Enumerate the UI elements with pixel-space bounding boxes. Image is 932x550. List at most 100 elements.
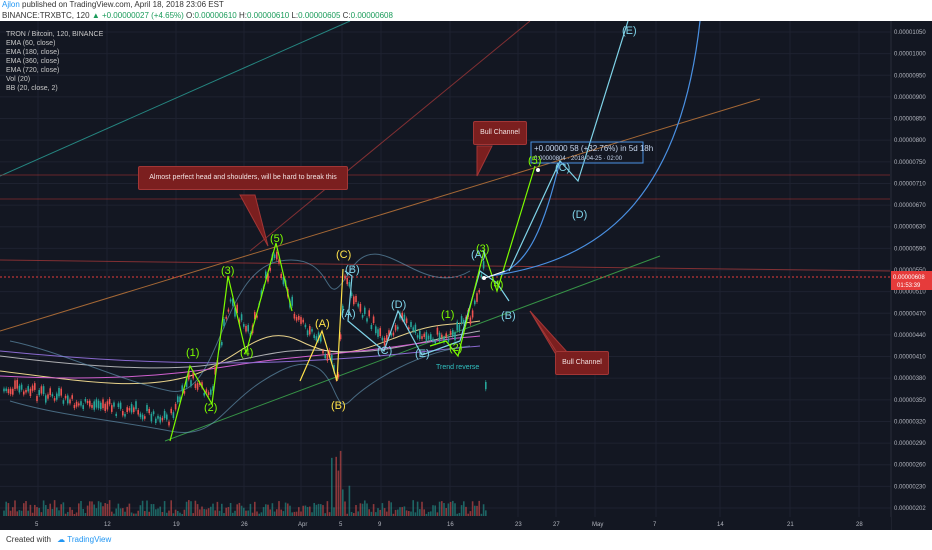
green-wave-label: (5): [528, 155, 541, 167]
candle-body: [27, 386, 29, 392]
legend-bb[interactable]: BB (20, close, 2): [6, 85, 58, 92]
volume-bar: [236, 504, 238, 516]
candle-body: [51, 394, 54, 397]
legend-ema-720[interactable]: EMA (720, close): [6, 67, 60, 74]
legend-vol[interactable]: Vol (20): [6, 76, 31, 83]
candle-body: [194, 383, 197, 388]
volume-bar: [240, 505, 243, 516]
volume-bar: [280, 509, 282, 516]
candle-body: [152, 411, 155, 415]
author-link[interactable]: Ajlon: [2, 0, 20, 9]
high-value: 0.00000610: [246, 11, 290, 20]
candle-body: [97, 400, 100, 409]
volume-bar: [287, 503, 289, 516]
tradingview-cloud-icon: ☁: [57, 535, 66, 544]
candle-body: [478, 290, 480, 293]
volume-bar: [199, 509, 201, 516]
cyan-wave-label: (B): [345, 264, 360, 276]
candle-body: [291, 296, 293, 306]
candle-body: [447, 338, 450, 342]
volume-bar: [163, 501, 166, 516]
candle-body: [328, 349, 331, 358]
candle-body: [414, 324, 417, 334]
candle-body: [256, 315, 258, 318]
volume-bar: [293, 511, 296, 516]
candle-body: [212, 386, 214, 391]
volume-bar: [144, 511, 146, 516]
projection-arc-1: [489, 21, 701, 277]
volume-bar: [111, 511, 113, 516]
candle-body: [159, 416, 161, 423]
volume-bar: [166, 512, 168, 516]
volume-bar: [256, 511, 258, 516]
candle-body: [102, 399, 104, 409]
candle-body: [267, 273, 269, 282]
legend-title[interactable]: TRON / Bitcoin, 120, BINANCE: [6, 31, 104, 38]
volume-bar: [399, 507, 401, 516]
candle-body: [372, 316, 375, 324]
candle-body: [84, 399, 87, 402]
candle-body: [56, 393, 58, 400]
legend-ema-60[interactable]: EMA (60, close): [6, 40, 56, 47]
bull-top-pointer: [476, 145, 493, 177]
volume-bar: [245, 510, 247, 516]
candle-body: [144, 416, 146, 419]
candle-body: [273, 254, 276, 259]
price-tick-label: 0.00000320: [894, 419, 926, 425]
candle-body: [29, 388, 32, 397]
volume-bar: [357, 511, 359, 516]
chart-svg[interactable]: +0.00000 58 (+32.76%) in 5d 18h 0.000008…: [0, 21, 932, 530]
candle-body: [150, 413, 153, 422]
candle-body: [42, 386, 45, 395]
price-tick-label: 0.00000410: [894, 355, 926, 361]
candle-body: [298, 315, 300, 320]
measure-line1: +0.00000 58 (+32.76%) in 5d 18h: [534, 144, 653, 153]
high-label: H:: [238, 11, 247, 20]
candle-body: [346, 278, 348, 285]
volume-bar: [229, 502, 232, 516]
candle-body: [300, 317, 302, 324]
volume-bar: [84, 513, 87, 516]
volume-bar: [102, 506, 104, 516]
price-tick-label: 0.00000260: [894, 463, 926, 469]
volume-bar: [168, 510, 170, 516]
candle-body: [108, 399, 111, 405]
volume-bar: [260, 512, 263, 516]
candle-body: [185, 378, 188, 387]
candle-body: [166, 414, 168, 420]
candle-body: [313, 334, 315, 339]
time-tick-label: 27: [553, 522, 560, 528]
legend-ema-180[interactable]: EMA (180, close): [6, 49, 60, 56]
indicator-legend[interactable]: TRON / Bitcoin, 120, BINANCE EMA (60, cl…: [6, 30, 103, 93]
volume-bar: [38, 507, 40, 516]
candle-body: [49, 388, 51, 396]
candle-body: [130, 404, 133, 413]
candle-body: [229, 299, 232, 302]
green-wave-label: (1): [441, 309, 454, 321]
volume-bar: [9, 510, 12, 516]
volume-bar: [71, 509, 73, 516]
bull-bottom-pointer: [529, 310, 570, 354]
volume-bar: [467, 513, 469, 516]
volume-bar: [238, 502, 241, 516]
legend-ema-360[interactable]: EMA (360, close): [6, 58, 60, 65]
volume-bar: [421, 501, 423, 516]
chart-area[interactable]: +0.00000 58 (+32.76%) in 5d 18h 0.000008…: [0, 21, 932, 530]
candle-body: [405, 318, 408, 324]
volume-bar: [397, 509, 399, 516]
volume-bar: [100, 502, 102, 516]
tradingview-link[interactable]: TradingView: [67, 535, 112, 544]
low-label: L:: [291, 11, 299, 20]
volume-bar: [456, 513, 458, 516]
time-tick-label: 26: [241, 522, 248, 528]
bb-lower: [9, 345, 471, 433]
candles: [3, 249, 487, 428]
candle-body: [397, 326, 399, 330]
candle-body: [333, 365, 335, 372]
volume-bar: [214, 510, 216, 516]
candle-body: [408, 327, 410, 330]
candle-body: [361, 314, 364, 318]
candle-body: [276, 251, 278, 260]
bull-channel-bottom-callout: Bull Channel: [555, 351, 609, 375]
volume-bar: [463, 501, 465, 516]
